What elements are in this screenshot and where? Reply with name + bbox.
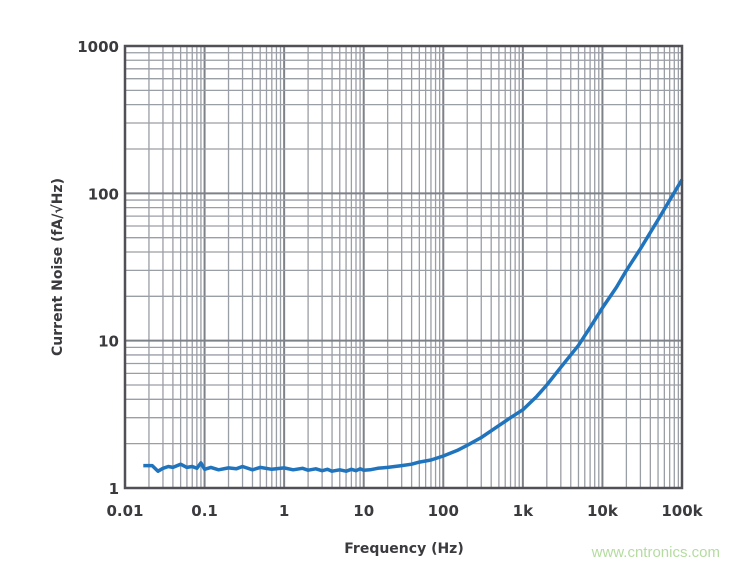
x-tick-label: 100 <box>428 502 459 520</box>
x-tick-label: 10k <box>587 502 619 520</box>
x-tick-label: 0.01 <box>106 502 143 520</box>
y-tick-label: 100 <box>88 185 119 203</box>
y-axis-label: Current Noise (fA/√Hz) <box>50 178 66 356</box>
grid <box>125 46 682 488</box>
watermark: www.cntronics.com <box>591 544 720 561</box>
x-tick-label: 10 <box>353 502 374 520</box>
x-tick-labels: 0.01 0.1 1 10 100 1k 10k 100k <box>106 502 703 520</box>
x-tick-label: 0.1 <box>191 502 218 520</box>
y-tick-label: 10 <box>98 333 119 351</box>
noise-series-line <box>143 178 684 473</box>
x-tick-label: 1k <box>513 502 534 520</box>
x-axis-label: Frequency (Hz) <box>344 541 463 557</box>
x-tick-label: 1 <box>279 502 289 520</box>
x-tick-label: 100k <box>661 502 703 520</box>
plot-frame <box>123 44 684 490</box>
series-curve <box>143 178 684 473</box>
y-tick-label: 1 <box>109 480 119 498</box>
y-tick-label: 1000 <box>77 38 119 56</box>
y-tick-labels: 1 10 100 1000 <box>77 38 119 498</box>
